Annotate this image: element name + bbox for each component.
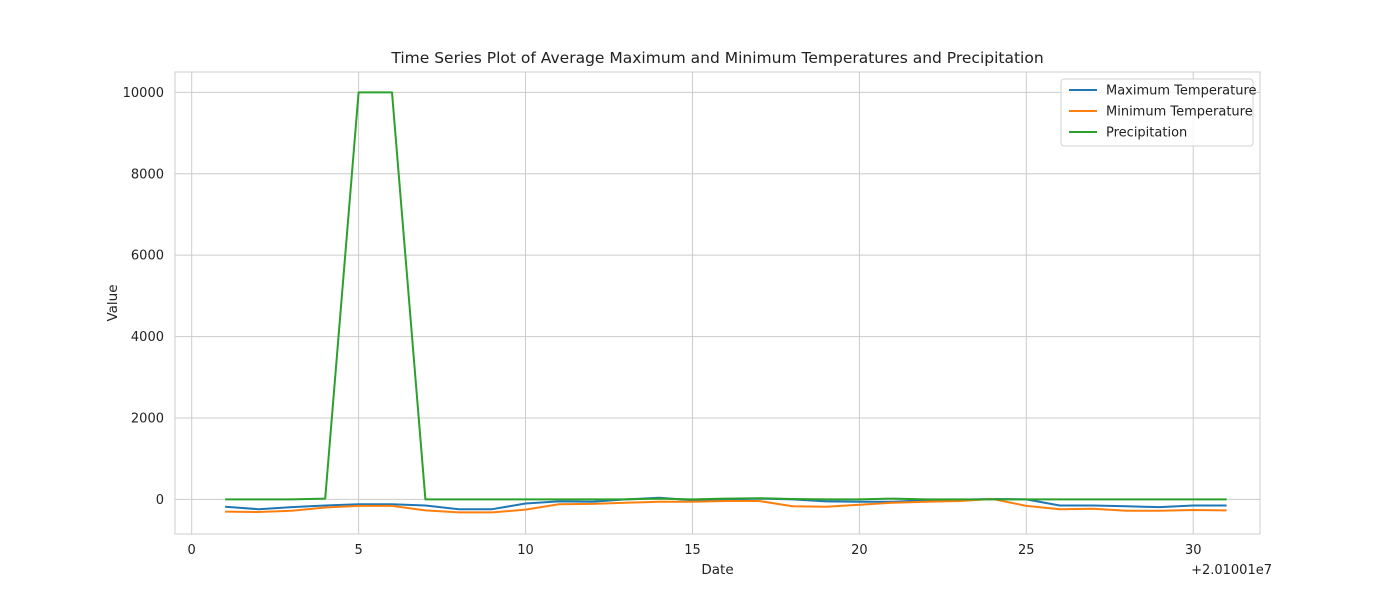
y-tick-label: 4000 xyxy=(131,330,164,345)
legend-label: Maximum Temperature xyxy=(1106,84,1257,99)
x-tick-labels: 0 5 10 15 20 25 30 xyxy=(188,543,1202,558)
series-lines xyxy=(225,91,1227,514)
series-line-minimum-temperature xyxy=(225,498,1227,514)
y-tick-labels: 0 2000 4000 6000 8000 10000 xyxy=(123,86,164,508)
x-axis-offset-label: +2.01001e7 xyxy=(1191,563,1272,578)
x-tick-label: 5 xyxy=(354,543,362,558)
plot-frame xyxy=(174,71,1261,535)
y-tick-label: 2000 xyxy=(131,411,164,426)
y-tick-label: 8000 xyxy=(131,167,164,182)
y-tick-label: 0 xyxy=(156,493,164,508)
legend: Maximum Temperature Minimum Temperature Pr… xyxy=(1060,78,1257,147)
x-tick-label: 30 xyxy=(1185,543,1202,558)
x-axis-label: Date xyxy=(701,562,733,578)
chart-title: Time Series Plot of Average Maximum and … xyxy=(390,49,1043,67)
x-tick-label: 25 xyxy=(1018,543,1035,558)
x-tick-label: 15 xyxy=(684,543,701,558)
x-tick-label: 20 xyxy=(851,543,868,558)
legend-label: Minimum Temperature xyxy=(1106,105,1253,120)
series-line-precipitation xyxy=(225,91,1227,501)
legend-box xyxy=(1060,78,1254,147)
legend-label: Precipitation xyxy=(1106,126,1187,141)
y-tick-label: 6000 xyxy=(131,249,164,264)
x-tick-label: 0 xyxy=(188,543,196,558)
x-tick-label: 10 xyxy=(517,543,534,558)
y-tick-label: 10000 xyxy=(123,86,164,101)
y-axis-label: Value xyxy=(105,284,121,321)
